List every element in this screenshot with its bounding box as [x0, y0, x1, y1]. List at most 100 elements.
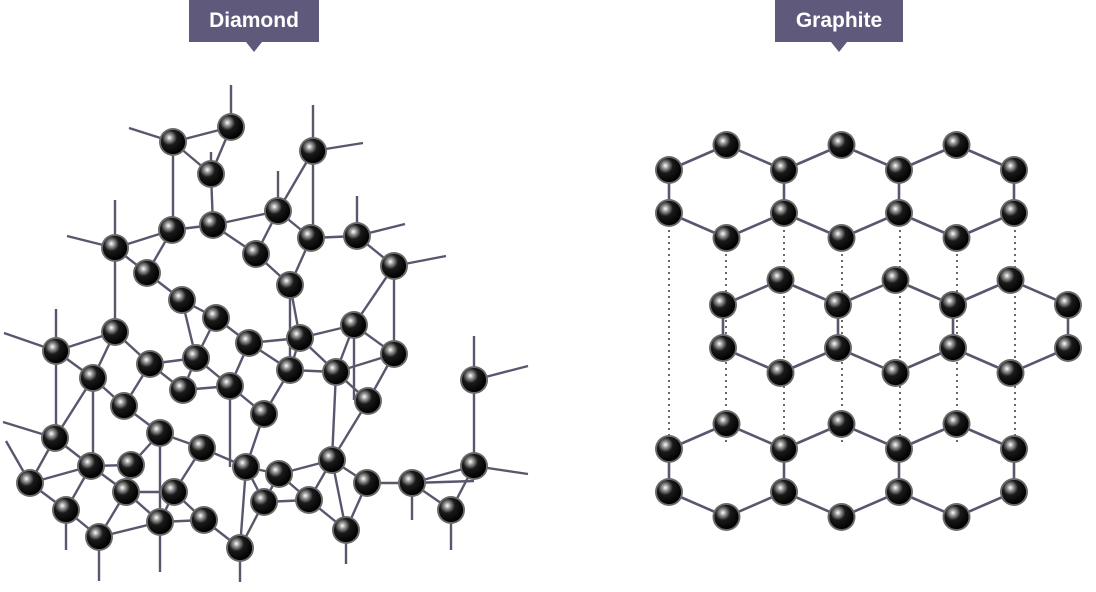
graphite-atom: [1000, 156, 1028, 184]
graphite-atom: [655, 199, 683, 227]
diamond-atom: [286, 324, 314, 352]
graphite-atoms: [655, 131, 1082, 531]
diamond-atom: [322, 358, 350, 386]
diamond-atom: [42, 337, 70, 365]
graphite-atom: [655, 435, 683, 463]
graphite-atom: [881, 359, 910, 387]
graphite-atom: [1054, 291, 1082, 319]
diamond-atom: [276, 271, 304, 299]
diamond-atom: [242, 240, 270, 268]
diamond-atom: [197, 160, 225, 188]
diamond-atom: [117, 451, 145, 479]
graphite-label-text: Graphite: [795, 9, 883, 32]
diamond-atom: [160, 478, 188, 506]
graphite-atom: [770, 156, 798, 184]
graphite-atom: [1000, 478, 1028, 506]
graphite-atom: [766, 266, 795, 294]
graphite-atom: [655, 156, 683, 184]
graphite-atom: [712, 503, 741, 531]
diamond-atom: [226, 534, 254, 562]
graphite-atom: [939, 334, 967, 362]
diamond-atom: [136, 350, 164, 378]
diamond-atoms: [16, 113, 488, 562]
graphite-atom: [996, 266, 1025, 294]
graphite-atom: [824, 291, 852, 319]
diamond-atom: [276, 356, 304, 384]
diamond-atom: [77, 452, 105, 480]
graphite-atom: [1000, 199, 1028, 227]
graphite-atom: [770, 435, 798, 463]
diamond-atom: [235, 329, 263, 357]
diamond-atom: [199, 211, 227, 239]
graphite-atom: [885, 199, 913, 227]
diamond-atom: [16, 469, 44, 497]
diamond-atom: [340, 311, 368, 339]
diamond-atom: [169, 376, 197, 404]
diamond-atom: [188, 434, 216, 462]
graphite-atom: [766, 359, 795, 387]
diamond-atom: [217, 113, 245, 141]
graphite-atom: [942, 410, 971, 438]
diamond-label: Diamond: [189, 0, 319, 52]
graphite-atom: [1054, 334, 1082, 362]
diamond-atom: [112, 478, 140, 506]
graphite-atom: [885, 478, 913, 506]
diamond-atom: [264, 197, 292, 225]
graphite-atom: [712, 410, 741, 438]
graphite-atom: [1000, 435, 1028, 463]
diamond-atom: [202, 304, 230, 332]
diamond-atom: [133, 259, 161, 287]
graphite-atom: [824, 334, 852, 362]
diamond-atom: [232, 453, 260, 481]
diamond-atom: [101, 318, 129, 346]
graphite-atom: [655, 478, 683, 506]
diamond-atom: [265, 460, 293, 488]
diamond-atom: [353, 469, 381, 497]
graphite-atom: [881, 266, 910, 294]
diamond-atom: [182, 344, 210, 372]
graphite-atom: [827, 503, 856, 531]
diamond-atom: [318, 446, 346, 474]
diamond-atom: [380, 340, 408, 368]
diamond-atom: [250, 488, 278, 516]
diamond-atom: [41, 424, 69, 452]
graphite-label: Graphite: [775, 0, 903, 52]
diamond-atom: [110, 392, 138, 420]
graphite-atom: [942, 131, 971, 159]
diamond-atom: [190, 506, 218, 534]
graphite-atom: [942, 503, 971, 531]
diamond-atom: [158, 216, 186, 244]
diamond-atom: [295, 486, 323, 514]
graphite-atom: [939, 291, 967, 319]
graphite-atom: [770, 478, 798, 506]
graphite-atom: [712, 224, 741, 252]
diamond-atom: [250, 400, 278, 428]
diamond-atom: [85, 523, 113, 551]
diamond-atom: [343, 222, 371, 250]
diamond-atom: [146, 419, 174, 447]
diamond-label-text: Diamond: [209, 9, 299, 32]
diamond-atom: [332, 516, 360, 544]
diamond-bond: [330, 371, 338, 461]
diamond-atom: [437, 496, 465, 524]
graphite-atom: [709, 291, 737, 319]
graphite-atom: [827, 410, 856, 438]
diamond-atom: [159, 128, 187, 156]
graphite-atom: [712, 131, 741, 159]
graphite-atom: [885, 435, 913, 463]
graphite-atom: [770, 199, 798, 227]
diamond-atom: [297, 224, 325, 252]
graphite-atom: [827, 131, 856, 159]
diamond-atom: [52, 496, 80, 524]
diamond-atom: [380, 252, 408, 280]
graphite-atom: [709, 334, 737, 362]
graphite-atom: [942, 224, 971, 252]
diamond-atom: [460, 452, 488, 480]
diamond-atom: [79, 364, 107, 392]
diamond-atom: [168, 286, 196, 314]
diamond-atom: [354, 387, 382, 415]
graphite-atom: [996, 359, 1025, 387]
diamond-atom: [398, 469, 426, 497]
diamond-atom: [460, 366, 488, 394]
